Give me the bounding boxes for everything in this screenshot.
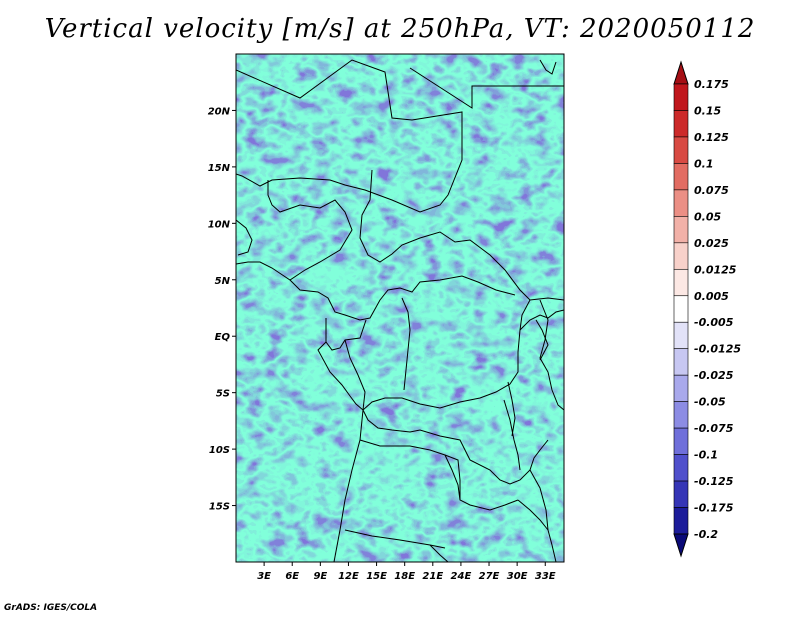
- lat-label: 5N: [215, 276, 231, 287]
- lon-label: 21E: [422, 571, 443, 582]
- colorbar-label: -0.2: [694, 528, 718, 541]
- colorbar-segment: [673, 348, 689, 376]
- colorbar-label: -0.075: [694, 422, 734, 435]
- colorbar-label: -0.125: [694, 475, 734, 488]
- colorbar-segment: [673, 242, 689, 270]
- lon-label: 24E: [451, 571, 472, 582]
- lat-label: 5S: [216, 389, 230, 400]
- colorbar-label: 0.1: [694, 157, 714, 170]
- lon-label: 18E: [394, 571, 415, 582]
- colorbar-segment: [673, 110, 689, 138]
- colorbar-segment: [673, 321, 689, 350]
- lon-label: 6E: [285, 571, 299, 582]
- colorbar-label: -0.005: [694, 316, 734, 329]
- colorbar-label: -0.175: [694, 502, 734, 515]
- colorbar-segment: [673, 401, 689, 429]
- lon-label: 3E: [257, 571, 271, 582]
- colorbar-label: -0.025: [694, 369, 734, 382]
- colorbar: 0.175 0.15 0.125 0.1 0.075 0.05 0.025 0.0125 0.0…: [673, 60, 741, 558]
- chart-title: Vertical velocity [m/s] at 250hPa, VT: 2…: [44, 14, 756, 44]
- lat-label: 15N: [208, 163, 231, 174]
- colorbar-label: -0.1: [694, 449, 718, 462]
- colorbar-segment: [673, 163, 689, 191]
- colorbar-label: 0.15: [694, 104, 721, 117]
- colorbar-label: 0.005: [694, 290, 729, 303]
- longitude-axis: 3E 6E 9E 12E 15E 18E 21E 24E 27E 30E 33E: [257, 562, 556, 582]
- lon-label: 15E: [366, 571, 387, 582]
- colorbar-segment: [673, 268, 689, 297]
- lon-label: 30E: [507, 571, 528, 582]
- colorbar-segment: [673, 427, 689, 455]
- colorbar-label: 0.175: [694, 78, 729, 91]
- lat-label: 10N: [208, 219, 231, 230]
- latitude-axis: 20N 15N 10N 5N EQ 5S 10S 15S: [208, 106, 236, 513]
- colorbar-label: 0.075: [694, 184, 729, 197]
- colorbar-label: 0.125: [694, 131, 729, 144]
- lon-label: 27E: [479, 571, 500, 582]
- colorbar-label: 0.0125: [694, 263, 737, 276]
- colorbar-label: 0.025: [694, 237, 729, 250]
- lat-label: 15S: [209, 502, 230, 513]
- colorbar-segment: [673, 533, 689, 558]
- colorbar-segment: [673, 480, 689, 508]
- colorbar-label: -0.05: [694, 396, 726, 409]
- colorbar-segment: [673, 507, 689, 535]
- country-borders: [236, 59, 564, 562]
- lat-label: 10S: [209, 445, 230, 456]
- colorbar-segment: [673, 136, 689, 164]
- colorbar-segment: [673, 216, 689, 244]
- map-frame: [235, 53, 565, 563]
- lat-label: 20N: [208, 106, 231, 117]
- colorbar-segment: [673, 295, 689, 323]
- lon-label: 12E: [338, 571, 359, 582]
- colorbar-label: 0.05: [694, 210, 721, 223]
- colorbar-segment: [673, 83, 689, 111]
- colorbar-segment: [673, 189, 689, 217]
- colorbar-label: -0.0125: [694, 343, 741, 356]
- colorbar-segment: [673, 60, 689, 85]
- velocity-field: [236, 54, 564, 562]
- colorbar-segment: [673, 454, 689, 482]
- colorbar-segment: [673, 374, 689, 402]
- grads-credit: GrADS: IGES/COLA: [4, 603, 98, 613]
- lat-label: EQ: [215, 332, 231, 343]
- lon-label: 9E: [313, 571, 327, 582]
- lon-label: 33E: [535, 571, 556, 582]
